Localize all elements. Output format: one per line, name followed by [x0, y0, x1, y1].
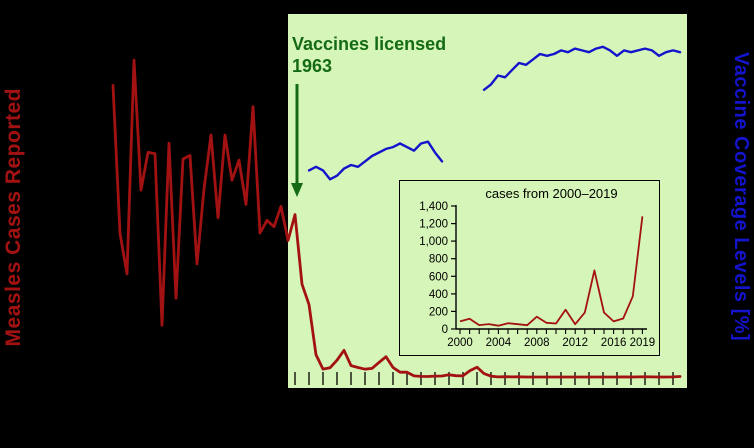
chart-series-layer	[111, 45, 682, 379]
inset-x-tick-label: 2012	[562, 337, 588, 349]
inset-title: cases from 2000–2019	[485, 186, 618, 201]
inset-y-tick-label: 400	[429, 289, 448, 301]
annotation-line2: 1963	[292, 56, 333, 76]
y-axis-label-measles-cases: Measles Cases Reported	[2, 88, 25, 347]
inset-y-tick-label: 200	[429, 306, 448, 318]
inset-y-tick-label: 800	[429, 254, 448, 266]
annotation-line1: Vaccines licensed	[292, 34, 447, 54]
vaccine-coverage-late-line	[482, 45, 682, 92]
vaccines-licensed-annotation: Vaccines licensed 1963	[292, 33, 446, 77]
inset-x-tick-label: 2008	[524, 337, 550, 349]
arrow-down-icon	[291, 84, 303, 197]
inset-y-tick-label: 600	[429, 271, 448, 283]
inset-x-tick-label: 2004	[486, 337, 512, 349]
inset-x-tick-label: 2000	[447, 337, 473, 349]
inset-y-tick-label: 1,200	[419, 219, 448, 231]
measles-cases-reported-line	[111, 58, 682, 379]
inset-cases-line	[459, 216, 644, 327]
inset-x-tick-label: 2016	[601, 337, 627, 349]
vaccine-coverage-early-line	[307, 140, 444, 181]
inset-y-tick-label: 1,000	[419, 236, 448, 248]
inset-chart: cases from 2000–2019 0 200 400 600 800 1,000 1…	[399, 180, 660, 356]
inset-x-tick-label: 2019	[630, 337, 656, 349]
inset-plot: 0 200 400 600 800 1,000 1,200 1,400 2000 2004 2008…	[419, 201, 656, 349]
inset-y-tick-label: 0	[442, 324, 448, 336]
y-axis-label-vaccine-coverage: Vaccine Coverage Levels [%]	[730, 52, 752, 342]
inset-y-tick-label: 1,400	[419, 201, 448, 213]
